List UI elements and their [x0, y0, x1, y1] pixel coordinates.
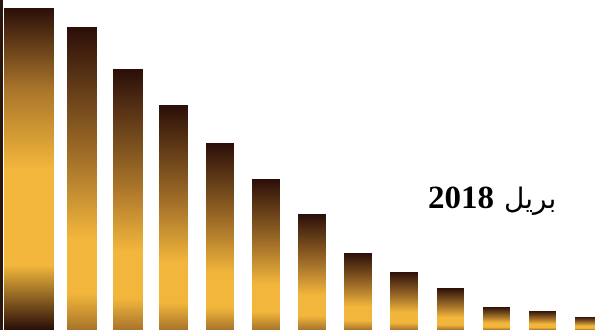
- decorative-bar: [482, 307, 510, 330]
- decorative-bar: [344, 253, 373, 330]
- decorative-bar: [4, 8, 54, 330]
- decorative-bar: [390, 272, 418, 330]
- date-caption: 2018 بريل: [428, 176, 595, 220]
- decorative-bar: [205, 143, 235, 330]
- decorative-bar: [575, 317, 595, 330]
- decorative-bar: [529, 311, 556, 330]
- decorative-bar: [436, 288, 464, 330]
- caption-year: 2018: [428, 180, 494, 216]
- decorative-bar: [159, 105, 189, 330]
- decorative-bar: [113, 69, 143, 330]
- decorative-bar: [298, 214, 327, 330]
- decorative-bar: [251, 179, 281, 330]
- decorative-bar: [67, 27, 97, 330]
- left-edge-stripe: [0, 0, 3, 330]
- caption-month-fragment: بريل: [504, 182, 557, 215]
